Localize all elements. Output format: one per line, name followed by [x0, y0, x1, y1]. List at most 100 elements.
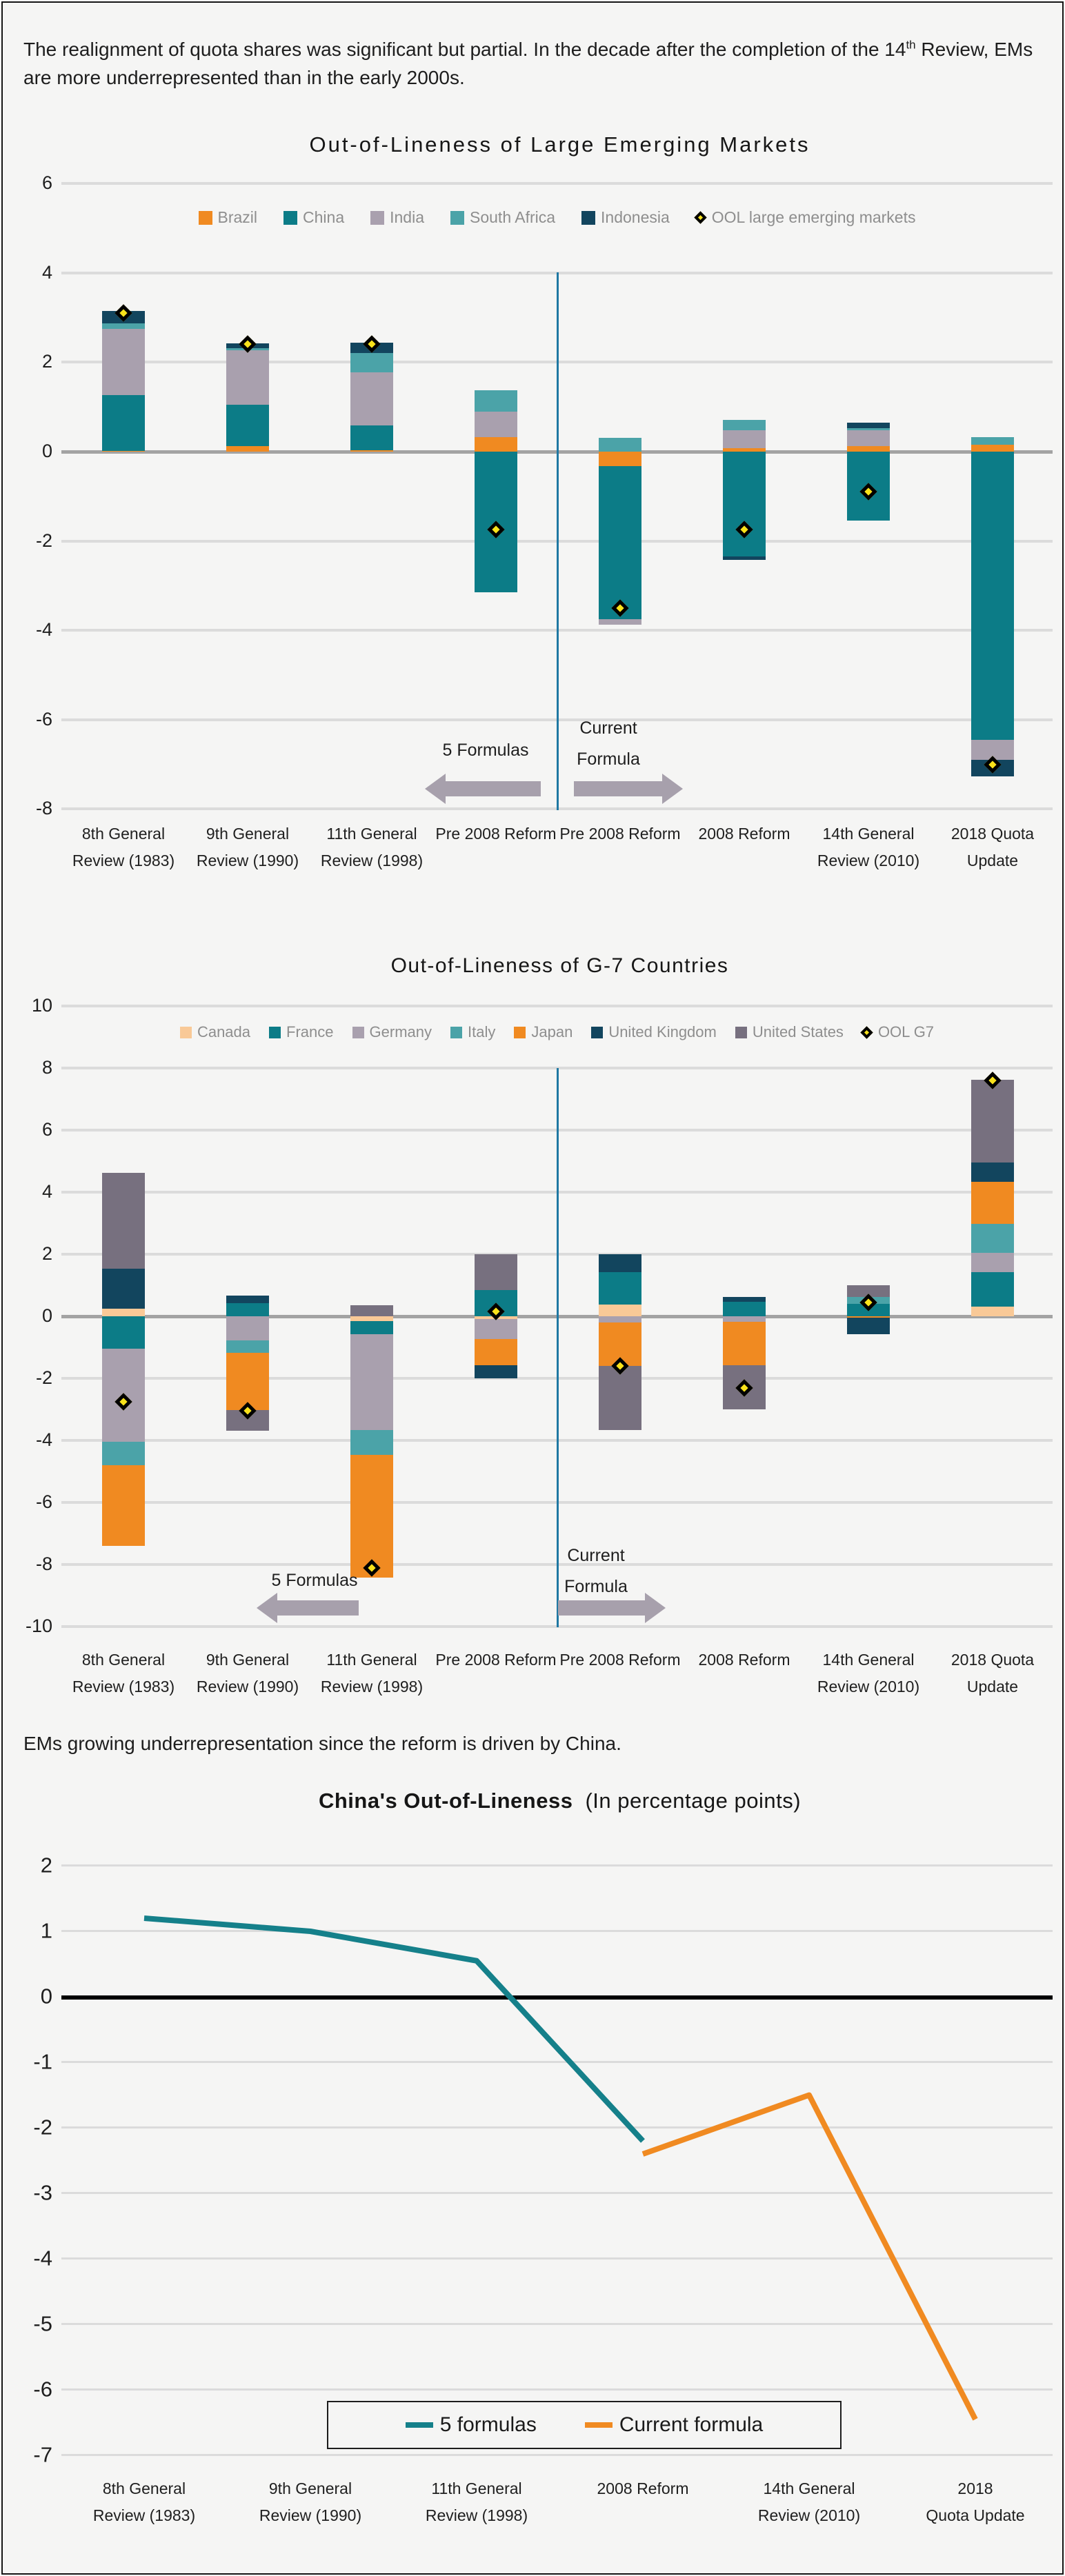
- legend-swatch-icon: [283, 210, 298, 225]
- gridline: [61, 2388, 1053, 2391]
- y-tick-label: -1: [33, 2049, 52, 2074]
- emerging-markets-chart-title: Out-of-Lineness of Large Emerging Market…: [309, 132, 810, 157]
- gridline: [61, 2257, 1053, 2260]
- bar-segment-united-kingdom: [475, 1365, 517, 1378]
- bar-segment-china: [723, 452, 766, 556]
- x-axis-label: 9th General Review (1990): [259, 2479, 362, 2525]
- y-tick-label: 2: [41, 1242, 52, 1264]
- legend-dash-icon: [584, 2422, 613, 2428]
- legend-item-italy: Italy: [450, 1023, 495, 1041]
- legend-item-5-formulas: 5 formulas: [405, 2413, 537, 2437]
- y-tick-label: -8: [35, 1553, 52, 1574]
- y-tick-label: 4: [41, 1180, 52, 1202]
- current-formula-label: Current Formula: [577, 718, 640, 769]
- legend-swatch-icon: [591, 1026, 604, 1038]
- legend-item-brazil: Brazil: [198, 208, 257, 227]
- bar-segment-japan: [723, 1322, 766, 1366]
- g7-chart: 10 8 6 4 2 0 -2 -4 -6 -8 -10 Canada France Germany Ita…: [3, 3, 1062, 2573]
- five-formulas-label: 5 Formulas: [442, 741, 529, 760]
- legend-label: Canada: [197, 1023, 251, 1040]
- legend-item-united-kingdom: United Kingdom: [591, 1023, 717, 1041]
- x-axis-label: 2018 Quota Update: [950, 1651, 1035, 1696]
- arrow-head: [662, 774, 683, 804]
- x-axis-label: 14th General Review (2010): [757, 2479, 861, 2525]
- bar-segment-china: [102, 395, 145, 451]
- bar-segment-france: [723, 1302, 766, 1316]
- left-arrow: [257, 1593, 359, 1623]
- legend-label: OOL G7: [877, 1023, 935, 1040]
- y-tick-label: 2: [41, 351, 52, 372]
- bar-segment-brazil: [847, 446, 890, 452]
- legend-swatch-icon: [581, 210, 596, 225]
- line-series-canvas: [143, 1915, 978, 2421]
- legend-label: India: [390, 208, 424, 226]
- legend-item-current-formula: Current formula: [584, 2413, 763, 2437]
- bar-segment-canada: [350, 1316, 393, 1321]
- x-axis-label: 9th General Review (1990): [196, 825, 299, 870]
- legend-swatch-icon: [370, 210, 385, 225]
- legend-label: South Africa: [470, 208, 556, 226]
- bar-segment-france: [226, 1303, 269, 1316]
- x-axis-label: 2018 Quota Update: [926, 2479, 1025, 2525]
- bar-segment-india: [350, 372, 393, 425]
- y-tick-label: -5: [33, 2311, 52, 2336]
- bar-segment-china: [971, 452, 1014, 740]
- x-axis-label: 11th General Review (1998): [320, 825, 424, 870]
- bar-segment-brazil: [971, 445, 1014, 452]
- zero-gridline: [61, 1995, 1053, 2000]
- arrow-shaft: [277, 1600, 359, 1616]
- legend-item-germany: Germany: [352, 1023, 432, 1041]
- legend-swatch-icon: [179, 1026, 192, 1038]
- bar-segment-brazil: [723, 447, 766, 452]
- y-tick-label: 6: [41, 1118, 52, 1140]
- gridline: [61, 2061, 1053, 2063]
- ordinal-sup: th: [906, 38, 916, 52]
- legend-swatch-icon: [514, 1026, 526, 1038]
- bar-segment-canada: [599, 1305, 641, 1316]
- y-tick-label: -2: [35, 1367, 52, 1388]
- bar-segment-canada: [102, 1308, 145, 1316]
- y-tick-label: 10: [31, 994, 52, 1016]
- x-axis-label: Pre 2008 Reform: [559, 1651, 681, 1669]
- x-axis-label: 8th General Review (1983): [92, 2479, 196, 2525]
- legend-swatch-icon: [269, 1026, 281, 1038]
- gridline: [61, 1005, 1053, 1007]
- arrow-shaft: [558, 1600, 645, 1616]
- bar-segment-south-africa: [102, 323, 145, 330]
- legend-label: France: [286, 1023, 334, 1040]
- y-tick-label: -6: [35, 708, 52, 729]
- gridline: [61, 2454, 1053, 2456]
- legend-item-canada: Canada: [179, 1023, 251, 1041]
- bar-segment-china: [599, 465, 641, 619]
- bar-segment-brazil: [350, 450, 393, 452]
- top-caption: The realignment of quota shares was sign…: [23, 36, 1044, 92]
- china-chart-title-main: China's Out-of-Lineness: [318, 1789, 573, 1813]
- bar-segment-indonesia: [723, 556, 766, 561]
- bar-segment-india: [102, 329, 145, 396]
- right-arrow: [574, 774, 683, 804]
- x-axis-label: 14th General Review (2010): [817, 825, 920, 870]
- bar-segment-japan: [475, 1338, 517, 1366]
- bar-segment-united-kingdom: [723, 1296, 766, 1302]
- legend-swatch-icon: [450, 210, 464, 225]
- y-tick-label: -3: [33, 2180, 52, 2205]
- bar-segment-brazil: [475, 437, 517, 452]
- arrow-head: [257, 1593, 277, 1623]
- x-axis-label: 2008 Reform: [698, 1651, 790, 1669]
- bar-segment-brazil: [599, 452, 641, 466]
- formula-divider-line: [557, 1068, 559, 1627]
- bar-segment-japan: [350, 1455, 393, 1578]
- bar-segment-japan: [847, 1316, 890, 1318]
- current-formula-label: Current Formula: [564, 1546, 628, 1596]
- five-formulas-label: 5 Formulas: [271, 1571, 358, 1590]
- line-chart-legend: 5 formulas Current formula: [327, 2401, 842, 2449]
- gridline: [61, 2323, 1053, 2325]
- gridline: [61, 2126, 1053, 2129]
- china-chart-title: China's Out-of-Lineness (In percentage po…: [61, 1789, 1058, 1813]
- y-tick-label: 2: [40, 1853, 52, 1878]
- bar-segment-south-africa: [971, 437, 1014, 445]
- bar-segment-united-kingdom: [226, 1295, 269, 1304]
- bar-segment-japan: [971, 1182, 1014, 1224]
- x-axis-label: 2008 Reform: [698, 825, 790, 843]
- gridline: [61, 182, 1053, 185]
